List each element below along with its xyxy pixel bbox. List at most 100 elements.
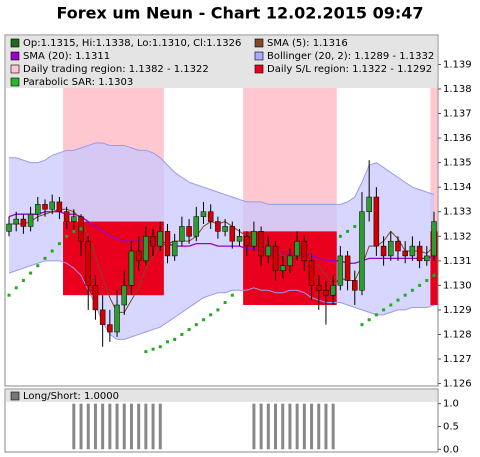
- candle-body: [272, 245, 279, 271]
- candle-body: [200, 211, 207, 217]
- sar-dot: [367, 318, 371, 322]
- candle-body: [215, 221, 221, 232]
- y-tick-label: 0.0: [443, 444, 459, 455]
- legend-label: SMA (5): 1.1316: [267, 38, 348, 49]
- candle-body: [143, 236, 149, 262]
- y-tick-label: 1.135: [443, 158, 472, 169]
- legend-marker: [10, 64, 20, 74]
- candle-body: [85, 240, 91, 286]
- candle-body: [315, 285, 322, 291]
- candle-body: [157, 231, 164, 247]
- sar-dot: [382, 308, 386, 312]
- candle-body: [395, 240, 401, 252]
- candle-body: [388, 240, 394, 257]
- candle-body: [121, 285, 128, 306]
- sar-dot: [374, 313, 378, 317]
- y-tick-label: 1.132: [443, 231, 472, 242]
- sar-dot: [216, 308, 220, 312]
- bar: [302, 403, 306, 450]
- legend-label: SMA (20): 1.1311: [23, 51, 110, 62]
- candle-body: [92, 285, 99, 311]
- candle-body: [42, 204, 48, 210]
- bar: [288, 403, 292, 450]
- sar-dot: [201, 318, 205, 322]
- candle-body: [13, 218, 19, 225]
- candle-body: [251, 231, 257, 247]
- legend-marker: [10, 77, 20, 87]
- candle-body: [35, 204, 41, 215]
- legend-label: Parabolic SAR: 1.1303: [23, 77, 133, 88]
- y-tick-label: 1.137: [443, 109, 472, 120]
- candle-body: [431, 221, 437, 257]
- candle-body: [114, 304, 120, 333]
- sl-region: [63, 221, 164, 296]
- sar-dot: [144, 350, 148, 354]
- sar-dot: [43, 256, 47, 260]
- y-tick-label: 1.138: [443, 84, 472, 95]
- bar: [101, 403, 105, 450]
- legend-box: [6, 390, 437, 402]
- y-tick-label: 1.128: [443, 329, 472, 340]
- y-tick-label: 1.133: [443, 207, 472, 218]
- bar: [129, 403, 133, 450]
- candle-body: [265, 245, 272, 257]
- candle-body: [323, 290, 329, 296]
- candle-body: [402, 250, 408, 257]
- bar: [317, 403, 321, 450]
- bar: [151, 403, 155, 450]
- sar-dot: [7, 293, 11, 297]
- sar-dot: [173, 337, 177, 341]
- y-tick-label: 1.0: [443, 399, 459, 410]
- candle-body: [330, 285, 336, 296]
- y-tick-label: 1.126: [443, 379, 472, 390]
- sar-dot: [396, 298, 400, 302]
- candle-body: [164, 231, 171, 257]
- candle-body: [243, 236, 250, 247]
- candle-body: [63, 211, 70, 222]
- bar: [115, 403, 119, 450]
- legend-marker: [10, 51, 20, 61]
- candle-body: [56, 201, 63, 212]
- candle-body: [294, 240, 300, 257]
- candle-body: [279, 265, 286, 271]
- y-tick-label: 1.129: [443, 305, 472, 316]
- bollinger-upper: [9, 142, 435, 205]
- candle-body: [359, 211, 365, 291]
- sar-dot: [151, 347, 155, 351]
- sar-dot: [360, 323, 364, 327]
- bar: [86, 403, 90, 450]
- sar-dot: [353, 224, 357, 228]
- candle-body: [344, 255, 351, 281]
- sar-dot: [165, 340, 169, 344]
- candle-body: [20, 218, 27, 227]
- candle-body: [207, 211, 214, 222]
- legend-marker: [254, 38, 264, 48]
- sar-dot: [425, 278, 429, 282]
- candle-body: [71, 216, 77, 222]
- bar: [158, 403, 162, 450]
- sar-dot: [223, 301, 227, 305]
- sar-dot: [72, 229, 76, 233]
- sar-dot: [209, 313, 213, 317]
- candle-body: [308, 260, 315, 286]
- sar-dot: [21, 278, 25, 282]
- bar: [295, 403, 299, 450]
- sar-dot: [389, 303, 393, 307]
- candle-body: [380, 245, 387, 257]
- legend-label: Daily S/L region: 1.1322 - 1.1292: [267, 64, 432, 75]
- candle-body: [128, 250, 135, 286]
- candle-body: [301, 240, 308, 262]
- candle-body: [150, 236, 156, 247]
- candle-body: [193, 216, 200, 237]
- legend-marker: [254, 64, 264, 74]
- sar-dot: [50, 249, 54, 253]
- sar-dot: [14, 286, 18, 290]
- bar: [324, 403, 328, 450]
- candle-body: [366, 196, 372, 212]
- candle-body: [287, 255, 293, 266]
- y-tick-label: 1.131: [443, 256, 472, 267]
- sar-dot: [57, 242, 61, 246]
- sar-dot: [180, 332, 184, 336]
- bar: [266, 403, 270, 450]
